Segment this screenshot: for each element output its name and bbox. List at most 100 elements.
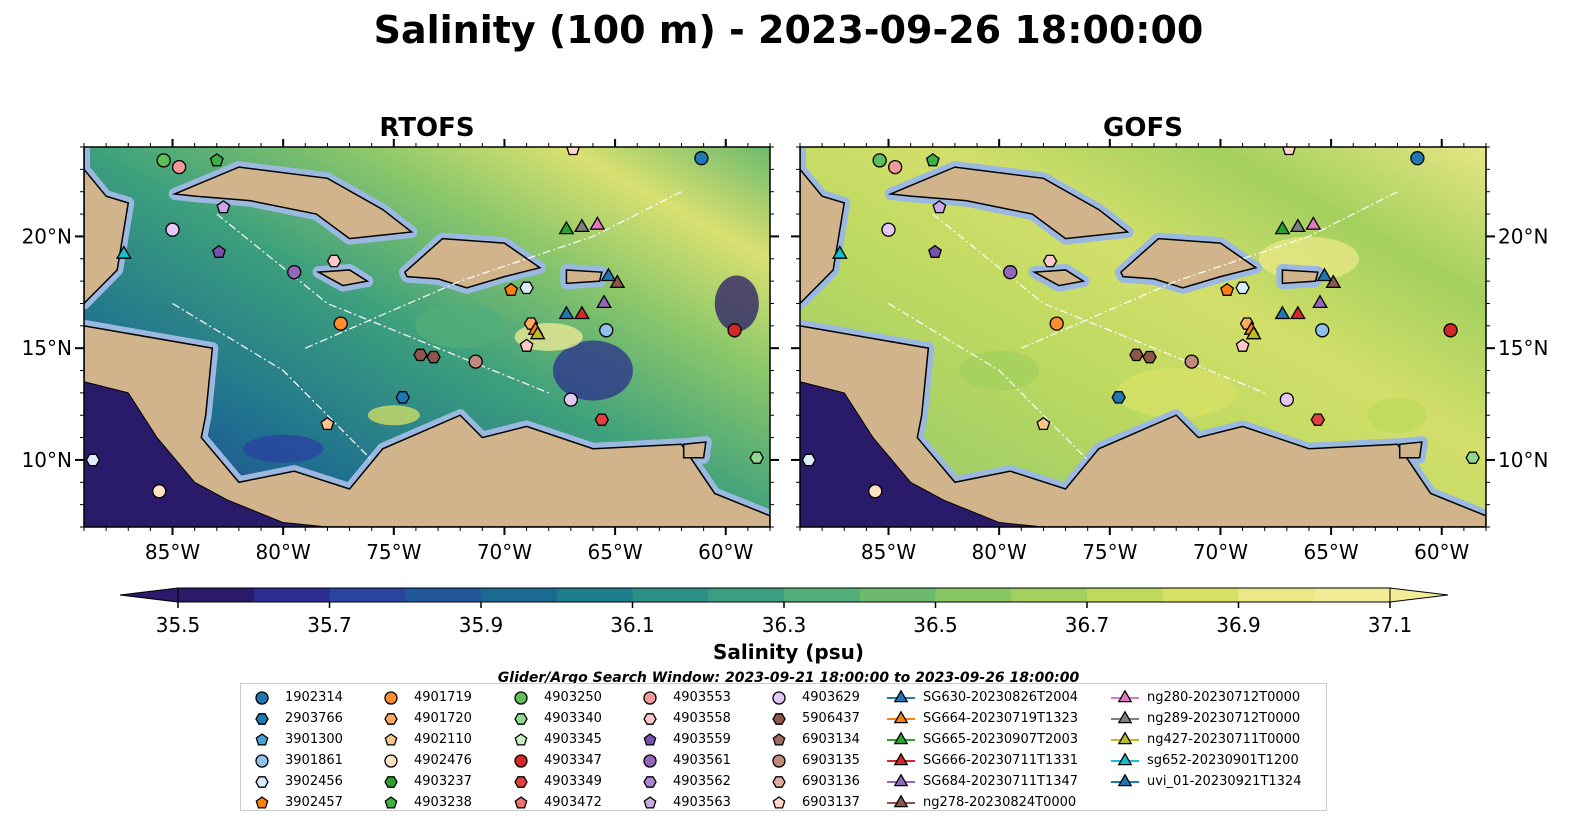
map-marker <box>326 254 342 268</box>
legend-label: sg652-20230901T1200 <box>1147 753 1299 768</box>
legend-label: 4903559 <box>673 732 731 747</box>
legend-label: 4903349 <box>544 774 602 789</box>
pentagon-marker-icon <box>384 796 398 809</box>
hexagon-marker-icon <box>255 713 269 725</box>
map-marker <box>172 159 187 175</box>
land <box>1398 441 1423 459</box>
legend-marker <box>514 733 528 746</box>
map-marker <box>333 316 348 331</box>
legend-marker <box>255 713 269 725</box>
map-marker <box>1274 305 1291 320</box>
legend-marker <box>384 691 398 705</box>
map-marker <box>1315 323 1330 338</box>
figure-title: Salinity (100 m) - 2023-09-26 18:00:00 <box>373 8 1204 52</box>
map-marker <box>801 453 817 467</box>
triangle-marker-icon <box>1111 731 1139 745</box>
colorbar-segment <box>708 588 785 602</box>
legend-label: SG666-20230711T1331 <box>923 753 1079 768</box>
land <box>887 166 1130 240</box>
land <box>315 269 370 287</box>
map-marker <box>209 153 224 167</box>
legend-label: 5906437 <box>802 711 860 726</box>
colorbar-segment <box>329 588 406 602</box>
legend-marker <box>893 773 909 787</box>
legend-label: 4903553 <box>673 690 731 705</box>
map-marker <box>216 200 231 214</box>
circle-marker-icon <box>643 754 657 768</box>
map-marker <box>694 151 709 166</box>
map-marker <box>156 153 171 168</box>
map-marker <box>1042 254 1058 268</box>
land <box>565 269 603 285</box>
hexagon-marker-icon <box>643 776 657 788</box>
legend-marker <box>384 713 398 725</box>
map-marker <box>558 305 575 320</box>
lat-tick-label: 20°N <box>22 224 72 248</box>
map-marker <box>566 147 580 156</box>
map-marker <box>1111 391 1126 404</box>
legend-label: 3902457 <box>285 795 343 810</box>
map-marker <box>1220 282 1235 296</box>
colorbar-segment <box>1011 588 1088 602</box>
map-marker <box>1184 354 1199 369</box>
map-marker <box>413 348 428 362</box>
legend-label: SG684-20230711T1347 <box>923 774 1079 789</box>
colorbar-tick-label: 36.1 <box>610 613 655 637</box>
legend-label: 4901720 <box>414 711 472 726</box>
map-marker <box>152 484 167 499</box>
land <box>84 147 130 305</box>
legend-marker <box>1117 689 1133 703</box>
legend-label: ng280-20230712T0000 <box>1147 690 1301 705</box>
legend-marker <box>514 796 528 809</box>
legend-label: 4902110 <box>414 732 472 747</box>
pacific-ocean <box>84 381 328 527</box>
legend-label: 2903766 <box>285 711 343 726</box>
lon-tick-label: 65°W <box>587 540 642 564</box>
legend-label: 6903136 <box>802 774 860 789</box>
legend-label: ng278-20230824T0000 <box>923 795 1077 810</box>
legend-label: SG665-20230907T2003 <box>923 732 1079 747</box>
map-marker <box>599 323 614 338</box>
legend-marker <box>643 691 657 705</box>
legend-label: 4901719 <box>414 690 472 705</box>
legend-label: 3901300 <box>285 732 343 747</box>
land <box>682 441 707 459</box>
pentagon-marker-icon <box>255 733 269 746</box>
map-marker <box>519 281 534 295</box>
map-marker <box>1235 281 1250 295</box>
hexagon-marker-icon <box>514 776 528 788</box>
map-marker <box>600 267 617 282</box>
legend-marker <box>643 776 657 788</box>
map-figure: 85°W 80°W 75°W 70°W 65°W 60°W10°N15°N20°N85°W… <box>22 139 1548 637</box>
lon-tick-label: 80°W <box>972 540 1027 564</box>
map-marker <box>1465 451 1480 464</box>
lon-tick-label: 75°W <box>1082 540 1137 564</box>
panel-title-gofs: GOFS <box>1103 113 1183 143</box>
map-marker <box>1312 294 1328 309</box>
map-marker <box>749 451 764 464</box>
hexagon-marker-icon <box>384 713 398 725</box>
map-marker <box>1289 305 1306 320</box>
triangle-marker-icon <box>887 794 915 808</box>
colorbar-segment <box>859 588 936 602</box>
map-marker <box>925 153 940 167</box>
colorbar-tick-label: 35.7 <box>307 613 352 637</box>
lat-tick-label: 15°N <box>22 336 72 360</box>
colorbar-max-extend <box>1389 587 1449 603</box>
legend-label: 6903134 <box>802 732 860 747</box>
map-marker <box>558 220 575 235</box>
legend-label: 4903347 <box>544 753 602 768</box>
map-marker <box>529 325 546 340</box>
map-marker <box>609 274 626 288</box>
map-marker <box>287 265 302 280</box>
lon-tick-label: 70°W <box>1193 540 1248 564</box>
map-marker <box>573 218 590 233</box>
legend-marker <box>514 713 528 725</box>
map-marker <box>395 391 410 404</box>
triangle-marker-icon <box>1111 752 1139 766</box>
circle-marker-icon <box>643 691 657 705</box>
legend-label: 1902314 <box>285 690 343 705</box>
legend-marker <box>1117 731 1133 745</box>
legend-marker <box>772 796 786 809</box>
legend-marker <box>643 713 657 725</box>
